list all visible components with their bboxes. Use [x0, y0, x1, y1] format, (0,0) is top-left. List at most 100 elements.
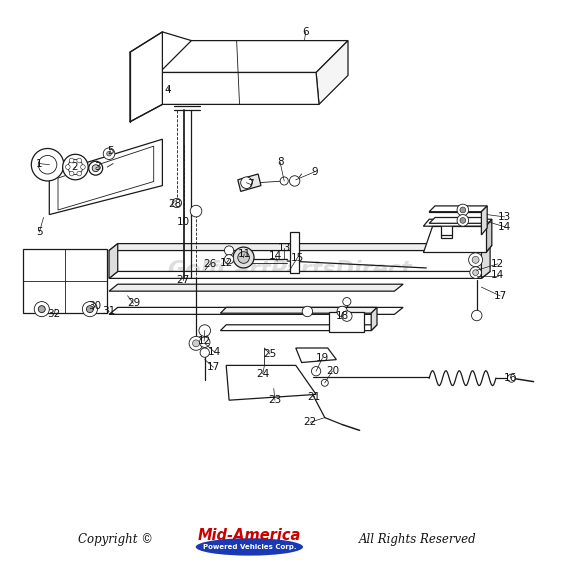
Polygon shape: [423, 226, 486, 252]
Text: GolfCartPartsDirect: GolfCartPartsDirect: [168, 260, 412, 280]
Text: 16: 16: [504, 372, 517, 383]
Polygon shape: [109, 244, 490, 251]
Circle shape: [311, 367, 321, 376]
Text: 26: 26: [204, 259, 216, 269]
Circle shape: [457, 215, 469, 226]
Circle shape: [200, 337, 210, 347]
Circle shape: [342, 311, 352, 321]
Polygon shape: [329, 312, 364, 332]
Circle shape: [70, 158, 74, 163]
Text: 14: 14: [269, 251, 282, 262]
Text: 13: 13: [498, 212, 511, 222]
Circle shape: [38, 306, 45, 313]
Circle shape: [103, 148, 115, 160]
Ellipse shape: [196, 538, 303, 556]
Text: 14: 14: [491, 270, 504, 281]
Circle shape: [38, 155, 57, 174]
Circle shape: [470, 267, 481, 278]
Text: 27: 27: [177, 275, 190, 285]
Text: 17: 17: [494, 291, 506, 301]
Text: 14: 14: [498, 222, 511, 232]
Circle shape: [107, 151, 111, 156]
Polygon shape: [429, 218, 487, 223]
Circle shape: [280, 177, 288, 185]
Circle shape: [77, 171, 81, 176]
Text: 20: 20: [326, 366, 339, 376]
Circle shape: [66, 165, 70, 169]
Circle shape: [241, 177, 252, 189]
Text: 24: 24: [256, 368, 269, 379]
Text: 13: 13: [278, 242, 291, 253]
Circle shape: [199, 325, 211, 336]
Circle shape: [82, 302, 97, 317]
Text: 14: 14: [208, 347, 221, 357]
Polygon shape: [371, 307, 377, 331]
Circle shape: [63, 154, 88, 180]
Text: 2: 2: [71, 162, 78, 172]
Text: 25: 25: [263, 349, 276, 359]
Circle shape: [86, 306, 93, 313]
Circle shape: [472, 256, 479, 263]
Circle shape: [224, 246, 234, 255]
Text: Mid-America: Mid-America: [198, 528, 301, 543]
Circle shape: [238, 252, 249, 263]
Polygon shape: [316, 41, 348, 104]
Text: 5: 5: [36, 227, 43, 237]
Text: 12: 12: [198, 336, 211, 346]
Text: 10: 10: [177, 217, 190, 227]
Circle shape: [233, 247, 254, 268]
Text: Powered Vehicles Corp.: Powered Vehicles Corp.: [202, 544, 296, 550]
Circle shape: [81, 165, 85, 169]
Polygon shape: [58, 146, 154, 210]
Circle shape: [68, 160, 83, 175]
Text: 22: 22: [304, 417, 317, 427]
Text: 11: 11: [238, 249, 251, 259]
Text: Copyright ©: Copyright ©: [78, 533, 154, 546]
Circle shape: [460, 207, 466, 213]
Polygon shape: [109, 271, 490, 278]
Polygon shape: [238, 174, 261, 191]
Circle shape: [193, 340, 200, 347]
Text: 12: 12: [220, 258, 233, 269]
Circle shape: [460, 218, 466, 223]
Text: 9: 9: [311, 166, 318, 177]
Polygon shape: [486, 219, 492, 252]
Polygon shape: [481, 206, 487, 235]
Text: 6: 6: [302, 27, 309, 37]
Circle shape: [321, 379, 328, 386]
Text: 3: 3: [94, 162, 101, 172]
Text: 30: 30: [88, 301, 101, 311]
Text: 21: 21: [308, 392, 321, 402]
Polygon shape: [423, 245, 492, 252]
Text: 23: 23: [269, 395, 281, 405]
Text: 32: 32: [48, 309, 60, 319]
Circle shape: [89, 161, 103, 175]
Circle shape: [302, 306, 313, 317]
Polygon shape: [220, 325, 377, 331]
Text: 1: 1: [36, 158, 43, 169]
Circle shape: [472, 310, 482, 321]
Circle shape: [457, 204, 469, 216]
Text: 17: 17: [207, 362, 220, 372]
Polygon shape: [296, 348, 336, 362]
Circle shape: [289, 176, 300, 186]
Text: 4: 4: [165, 85, 172, 95]
Polygon shape: [423, 219, 492, 226]
Polygon shape: [109, 284, 403, 291]
Circle shape: [92, 165, 99, 172]
Polygon shape: [49, 139, 162, 215]
Text: 5: 5: [107, 146, 114, 156]
Circle shape: [31, 148, 64, 181]
Circle shape: [469, 253, 483, 267]
Circle shape: [190, 205, 202, 217]
Polygon shape: [23, 249, 107, 313]
Text: 19: 19: [316, 353, 329, 363]
Text: 12: 12: [491, 259, 504, 269]
Polygon shape: [429, 206, 487, 212]
Circle shape: [172, 198, 182, 208]
Circle shape: [77, 158, 81, 163]
Polygon shape: [130, 32, 162, 122]
Text: 18: 18: [336, 311, 349, 321]
Polygon shape: [160, 72, 319, 104]
Circle shape: [473, 270, 478, 275]
